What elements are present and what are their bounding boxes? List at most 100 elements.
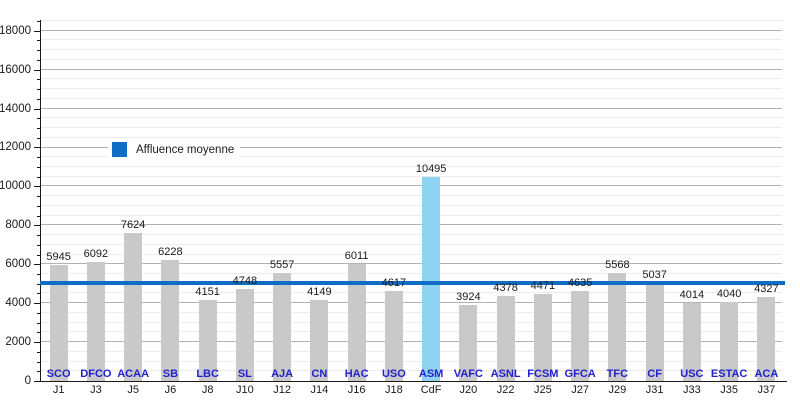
minor-gridline	[40, 204, 782, 206]
x-axis-labels: J1 J3 J5 J6 J8 J10 J12 J14 J16 J18 CdF J20 J22 J25 J27…	[40, 384, 785, 396]
minor-gridline	[40, 136, 782, 138]
y-axis-tick	[34, 225, 40, 227]
y-axis-tick	[37, 312, 40, 314]
bar-column: 6011 HAC	[338, 21, 375, 381]
matchday-label: J31	[645, 384, 664, 396]
legend: Affluence moyenne	[108, 139, 241, 160]
minor-gridline	[40, 253, 782, 255]
team-code-link[interactable]: ACAA	[117, 368, 150, 380]
matchday-label: J20	[459, 384, 478, 396]
y-axis-tick	[37, 79, 40, 81]
team-code-link[interactable]: GFCA	[564, 368, 596, 380]
bar	[608, 272, 627, 381]
y-axis-label: 18000	[0, 24, 31, 37]
minor-gridline	[40, 127, 782, 129]
team-code-link[interactable]: SCO	[46, 368, 71, 380]
minor-gridline	[40, 331, 782, 333]
y-axis-label: 4000	[5, 297, 31, 310]
bar	[124, 232, 143, 381]
y-axis-tick	[37, 21, 40, 22]
team-code-link[interactable]: CF	[647, 368, 662, 380]
major-gridline	[40, 302, 782, 304]
y-axis-tick	[34, 303, 40, 305]
bar-value-label: 4748	[232, 274, 258, 287]
bar-value-label: 4617	[381, 277, 407, 290]
bar	[645, 282, 664, 381]
bar-value-label: 4151	[195, 286, 220, 299]
y-axis-label: 12000	[0, 141, 31, 154]
minor-gridline	[40, 243, 782, 245]
bar	[86, 262, 105, 381]
bar	[757, 296, 776, 381]
average-attendance-line	[40, 281, 785, 286]
team-code-link[interactable]: DFCO	[80, 368, 112, 380]
team-code-link[interactable]: ASM	[418, 368, 444, 380]
team-code-link[interactable]: ESTAC	[710, 368, 748, 380]
minor-gridline	[40, 195, 782, 197]
minor-gridline	[40, 175, 782, 177]
team-code-link[interactable]: CN	[311, 368, 328, 380]
bar	[533, 294, 552, 381]
minor-gridline	[40, 39, 782, 41]
team-code-link[interactable]: LBC	[196, 368, 219, 380]
y-axis-label: 8000	[5, 219, 31, 232]
minor-gridline	[40, 117, 782, 119]
minor-gridline	[40, 58, 782, 60]
major-gridline	[40, 146, 782, 148]
bar	[347, 264, 366, 381]
bar-value-label: 4040	[716, 288, 742, 301]
bar	[235, 288, 254, 381]
team-code-link[interactable]: FCSM	[527, 368, 559, 380]
team-code-link[interactable]: USC	[680, 368, 704, 380]
team-code-link[interactable]: SB	[162, 368, 179, 380]
y-axis-tick	[37, 371, 40, 373]
bar-column: 4748 SL	[226, 21, 263, 381]
matchday-label: J35	[720, 384, 738, 396]
minor-gridline	[40, 78, 782, 80]
bar-value-label: 4014	[679, 288, 705, 301]
minor-gridline	[40, 311, 782, 313]
y-axis-tick	[34, 69, 40, 71]
y-axis-tick	[34, 30, 40, 32]
minor-gridline	[40, 321, 782, 323]
team-code-link[interactable]: ASNL	[490, 368, 521, 380]
team-code-link[interactable]: TFC	[606, 368, 629, 380]
y-axis-tick	[34, 108, 40, 110]
matchday-label: J5	[127, 384, 139, 396]
bar-value-label: 5037	[642, 268, 667, 281]
y-axis-tick	[37, 128, 40, 130]
matchday-label: J25	[534, 384, 552, 396]
team-code-link[interactable]: AJA	[271, 368, 294, 380]
major-gridline	[40, 341, 782, 343]
team-code-link[interactable]: HAC	[344, 368, 369, 380]
bar	[273, 272, 292, 381]
y-axis-tick	[37, 137, 40, 139]
y-axis-tick	[34, 186, 40, 188]
team-code-link[interactable]: ACA	[754, 368, 779, 380]
major-gridline	[40, 185, 782, 187]
plot-area: 5945 SCO 6092 DFCO 7624 ACAA 6228 SB 4151 LBC 4748…	[40, 20, 785, 381]
matchday-label: J33	[683, 384, 701, 396]
y-axis-tick	[34, 381, 40, 382]
bar-column: 4014 USC	[673, 21, 710, 381]
y-axis-tick	[37, 176, 40, 178]
minor-gridline	[40, 88, 782, 90]
y-axis-tick	[37, 40, 40, 42]
y-axis-tick	[37, 361, 40, 363]
bar	[459, 304, 478, 381]
y-axis-tick	[37, 157, 40, 159]
team-code-link[interactable]: SL	[237, 368, 252, 380]
bar-value-label: 4635	[567, 276, 593, 289]
bar-column: 4040 ESTAC	[711, 21, 748, 381]
minor-gridline	[40, 97, 782, 99]
team-code-link[interactable]: VAFC	[453, 368, 483, 380]
y-axis-label: 0	[24, 375, 31, 387]
bar-value-label: 5557	[269, 258, 295, 271]
team-code-link[interactable]: USO	[381, 368, 406, 380]
y-axis-tick	[34, 264, 40, 266]
matchday-label: J8	[201, 384, 214, 396]
y-axis-tick	[37, 118, 40, 120]
bar-column: 10495 ASM	[413, 21, 450, 381]
y-axis-tick	[37, 59, 40, 61]
y-axis-tick	[37, 254, 40, 256]
